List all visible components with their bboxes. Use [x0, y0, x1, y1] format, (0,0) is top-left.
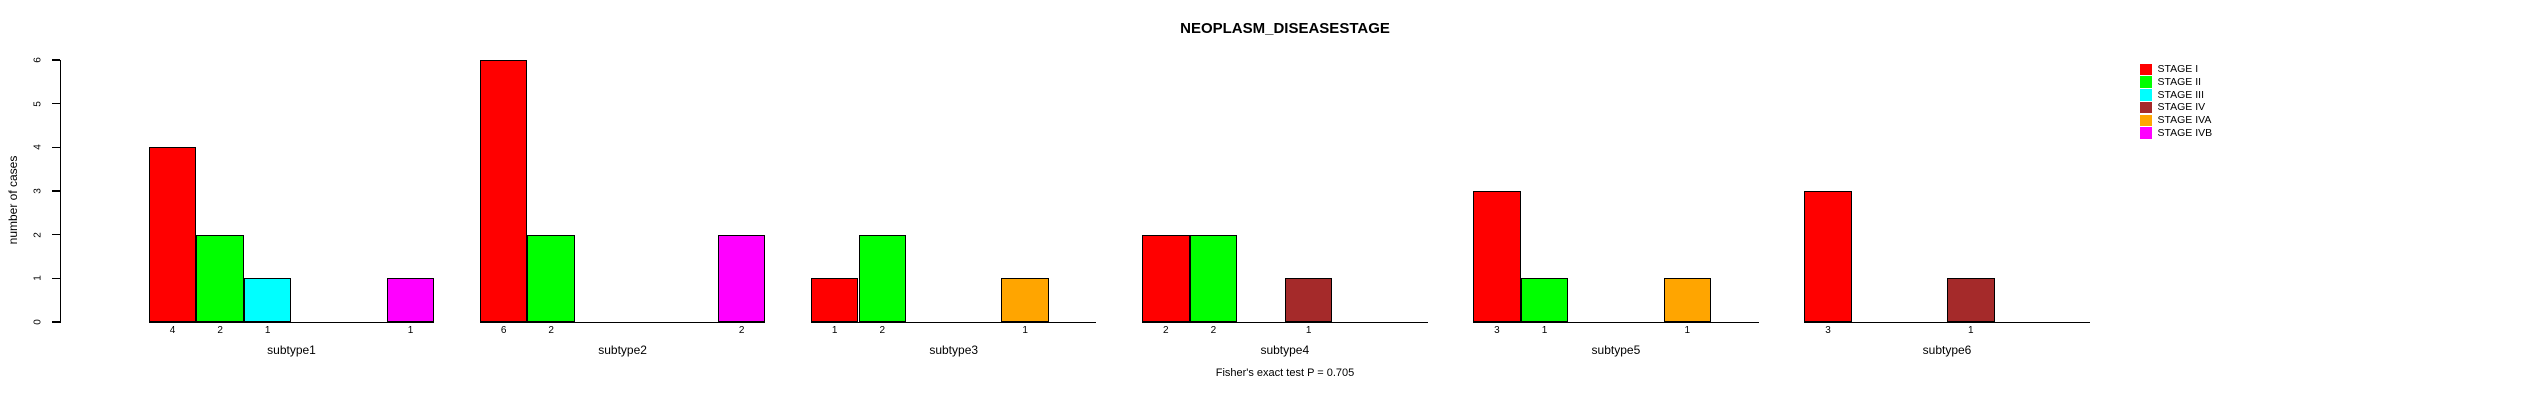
- x-category-label-subtype4: subtype4: [1260, 342, 1310, 357]
- legend-item-stage-iv: STAGE IV: [2140, 101, 2205, 114]
- legend-label: STAGE IV: [2157, 101, 2206, 114]
- bar-stage-ivb-subtype1: [386, 278, 435, 322]
- y-tick-label: 5: [32, 100, 44, 107]
- legend-item-stage-iii: STAGE III: [2140, 89, 2204, 102]
- legend-item-stage-ivb: STAGE IVB: [2140, 127, 2212, 140]
- bar-value-label: 2: [548, 324, 554, 336]
- bar-stage-iva-subtype3: [1001, 278, 1049, 322]
- bar-stage-i-subtype3: [810, 278, 859, 322]
- y-tick: [51, 233, 60, 236]
- bar-stage-ii-subtype2: [527, 234, 575, 322]
- x-category-label-subtype6: subtype6: [1922, 342, 1972, 357]
- bar-stage-ii-subtype3: [858, 234, 907, 322]
- legend-item-stage-i: STAGE I: [2140, 63, 2198, 76]
- bar-stage-iv-subtype6: [1947, 278, 1995, 322]
- bar-stage-i-subtype1: [148, 147, 197, 322]
- bar-stage-i-subtype4: [1142, 234, 1190, 322]
- group-baseline: [810, 322, 1097, 324]
- bar-value-label: 3: [1494, 324, 1500, 336]
- group-baseline: [479, 322, 766, 324]
- x-category-label-subtype3: subtype3: [929, 342, 979, 357]
- bar-value-label: 4: [169, 324, 176, 336]
- y-tick: [51, 277, 60, 280]
- bar-stage-ivb-subtype2: [717, 234, 766, 322]
- legend-label: STAGE IVA: [2157, 114, 2212, 126]
- group-baseline: [1142, 322, 1428, 324]
- bar-stage-i-subtype6: [1804, 190, 1852, 322]
- bar-value-label: 2: [1163, 324, 1169, 336]
- bar-stage-ii-subtype1: [196, 234, 244, 322]
- y-axis-line: [59, 59, 61, 324]
- legend-swatch-stage-ivb: [2140, 127, 2152, 139]
- bar-value-label: 2: [1210, 324, 1217, 336]
- legend-item-stage-ii: STAGE II: [2140, 76, 2201, 89]
- bar-stage-iv-subtype4: [1284, 278, 1333, 322]
- x-category-label-subtype1: subtype1: [267, 342, 316, 357]
- y-tick-label: 4: [32, 144, 44, 151]
- y-tick: [51, 102, 60, 105]
- y-tick-label: 3: [32, 188, 44, 194]
- bar-value-label: 1: [1968, 324, 1974, 336]
- bar-stage-iva-subtype5: [1663, 278, 1712, 322]
- group-baseline: [1804, 322, 2090, 324]
- legend-swatch-stage-i: [2140, 63, 2152, 75]
- y-tick-label: 6: [32, 57, 44, 63]
- bar-value-label: 3: [1825, 324, 1831, 336]
- y-tick-label: 1: [32, 275, 44, 282]
- bar-value-label: 1: [407, 324, 414, 336]
- y-tick: [51, 146, 60, 148]
- bar-value-label: 1: [1541, 324, 1548, 336]
- legend-swatch-stage-ii: [2140, 76, 2152, 88]
- bar-value-label: 1: [1305, 324, 1312, 336]
- y-tick-label: 2: [32, 231, 44, 238]
- bar-value-label: 6: [500, 324, 507, 336]
- bar-stage-ii-subtype5: [1520, 278, 1569, 322]
- group-baseline: [1473, 322, 1759, 324]
- x-category-label-subtype5: subtype5: [1591, 342, 1641, 357]
- bar-value-label: 2: [879, 324, 886, 336]
- legend-label: STAGE IVB: [2157, 126, 2213, 139]
- bar-value-label: 1: [831, 324, 838, 336]
- legend-label: STAGE I: [2157, 63, 2199, 75]
- bar-value-label: 1: [264, 324, 271, 336]
- y-tick-label: 0: [32, 319, 44, 325]
- legend-swatch-stage-iii: [2140, 89, 2152, 101]
- chart-title: NEOPLASM_DISEASESTAGE: [1180, 20, 1390, 37]
- legend-swatch-stage-iv: [2140, 101, 2152, 114]
- bar-value-label: 1: [1684, 324, 1691, 336]
- annotation-text: Fisher's exact test P = 0.705: [1215, 367, 1355, 379]
- bar-value-label: 2: [217, 324, 223, 336]
- bar-value-label: 1: [1022, 324, 1028, 336]
- y-tick: [51, 190, 60, 192]
- bar-value-label: 2: [738, 324, 745, 336]
- group-baseline: [148, 322, 435, 324]
- legend-swatch-stage-iva: [2140, 114, 2152, 126]
- bar-stage-iii-subtype1: [243, 278, 292, 322]
- y-tick: [51, 59, 60, 61]
- x-category-label-subtype2: subtype2: [598, 342, 647, 357]
- legend-item-stage-iva: STAGE IVA: [2140, 114, 2211, 127]
- bar-stage-i-subtype5: [1473, 190, 1521, 322]
- legend-label: STAGE II: [2157, 75, 2202, 88]
- legend-label: STAGE III: [2157, 88, 2204, 101]
- y-tick: [51, 321, 60, 323]
- bar-stage-ii-subtype4: [1189, 234, 1238, 322]
- bar-stage-i-subtype2: [479, 59, 528, 322]
- legend: STAGE I STAGE II STAGE III STAGE IV STAGE IV…: [2140, 63, 2270, 143]
